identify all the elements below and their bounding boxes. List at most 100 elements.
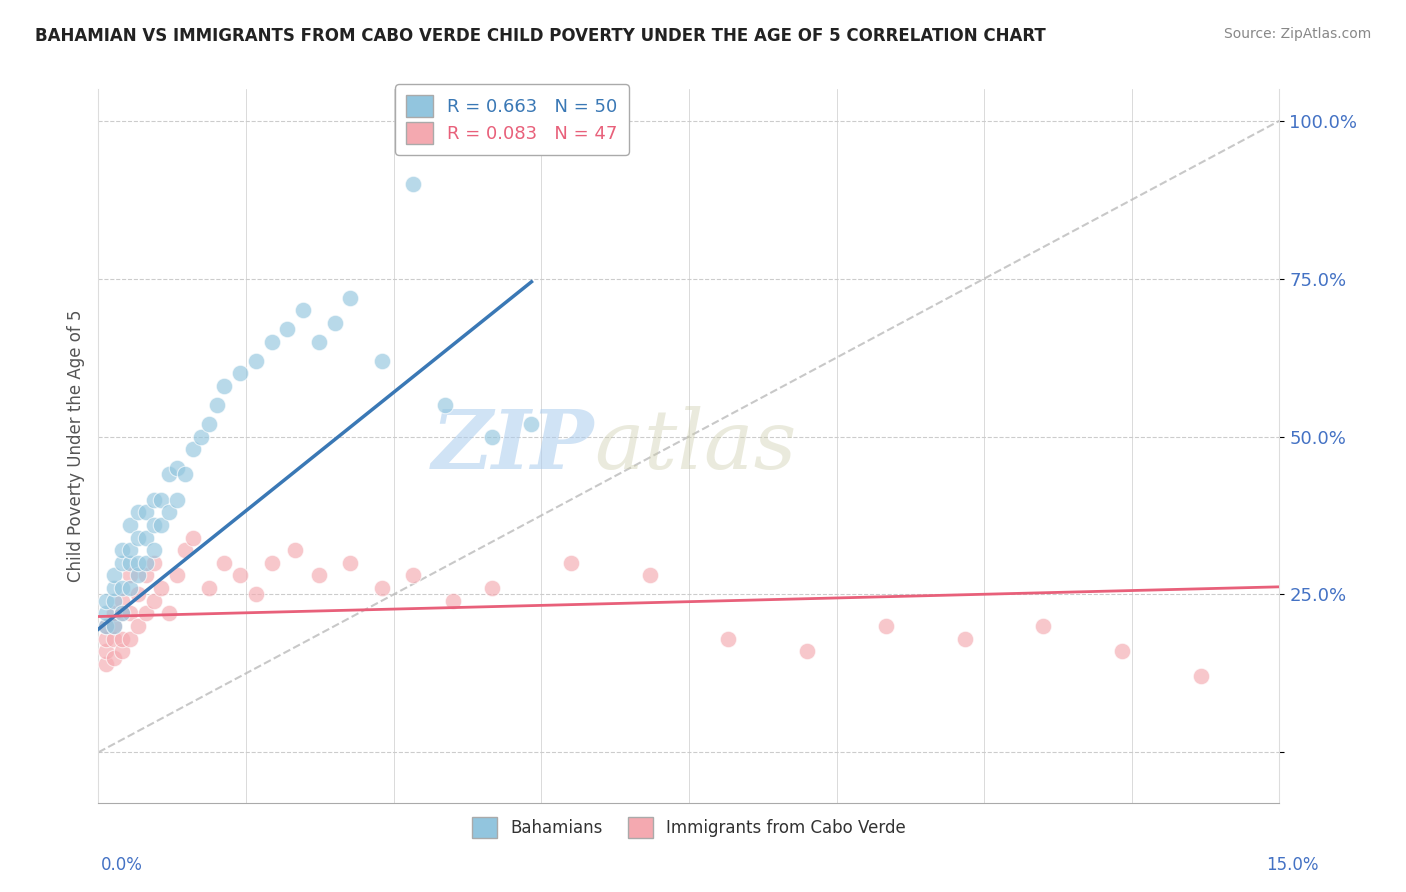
- Point: [166, 568, 188, 582]
- Point: [103, 619, 125, 633]
- Point: [111, 593, 134, 607]
- Text: 15.0%: 15.0%: [1267, 855, 1319, 873]
- Y-axis label: Child Poverty Under the Age of 5: Child Poverty Under the Age of 5: [66, 310, 84, 582]
- Point: [96, 593, 118, 607]
- Point: [520, 417, 543, 431]
- Point: [214, 379, 236, 393]
- Point: [142, 492, 165, 507]
- Point: [292, 303, 315, 318]
- Point: [135, 556, 157, 570]
- Text: 0.0%: 0.0%: [101, 855, 143, 873]
- Point: [339, 291, 361, 305]
- Legend: Bahamians, Immigrants from Cabo Verde: Bahamians, Immigrants from Cabo Verde: [465, 811, 912, 845]
- Point: [245, 353, 267, 368]
- Point: [127, 505, 149, 519]
- Point: [135, 568, 157, 582]
- Text: ZIP: ZIP: [432, 406, 595, 486]
- Point: [118, 543, 141, 558]
- Point: [118, 556, 141, 570]
- Point: [118, 581, 141, 595]
- Point: [96, 619, 118, 633]
- Point: [127, 587, 149, 601]
- Point: [371, 353, 394, 368]
- Point: [402, 177, 425, 191]
- Point: [127, 568, 149, 582]
- Point: [214, 556, 236, 570]
- Point: [142, 593, 165, 607]
- Point: [181, 531, 204, 545]
- Point: [402, 568, 425, 582]
- Point: [103, 593, 125, 607]
- Point: [118, 607, 141, 621]
- Point: [953, 632, 976, 646]
- Point: [96, 619, 118, 633]
- Point: [103, 568, 125, 582]
- Point: [166, 492, 188, 507]
- Point: [111, 644, 134, 658]
- Point: [638, 568, 661, 582]
- Point: [205, 398, 228, 412]
- Point: [796, 644, 818, 658]
- Point: [875, 619, 897, 633]
- Point: [103, 581, 125, 595]
- Point: [103, 632, 125, 646]
- Point: [127, 531, 149, 545]
- Point: [118, 517, 141, 532]
- Point: [103, 650, 125, 665]
- Point: [433, 398, 456, 412]
- Point: [96, 632, 118, 646]
- Point: [1111, 644, 1133, 658]
- Point: [181, 442, 204, 457]
- Point: [135, 505, 157, 519]
- Point: [174, 543, 197, 558]
- Point: [308, 334, 330, 349]
- Point: [118, 568, 141, 582]
- Point: [284, 543, 307, 558]
- Point: [96, 607, 118, 621]
- Point: [150, 581, 173, 595]
- Point: [111, 607, 134, 621]
- Point: [157, 467, 180, 482]
- Point: [260, 556, 283, 570]
- Text: atlas: atlas: [595, 406, 797, 486]
- Point: [142, 543, 165, 558]
- Point: [111, 607, 134, 621]
- Point: [157, 607, 180, 621]
- Point: [118, 632, 141, 646]
- Text: BAHAMIAN VS IMMIGRANTS FROM CABO VERDE CHILD POVERTY UNDER THE AGE OF 5 CORRELAT: BAHAMIAN VS IMMIGRANTS FROM CABO VERDE C…: [35, 27, 1046, 45]
- Point: [111, 581, 134, 595]
- Point: [717, 632, 740, 646]
- Point: [1032, 619, 1054, 633]
- Point: [197, 581, 219, 595]
- Point: [127, 619, 149, 633]
- Point: [150, 492, 173, 507]
- Point: [111, 632, 134, 646]
- Point: [190, 429, 212, 443]
- Point: [1189, 669, 1212, 683]
- Point: [166, 461, 188, 475]
- Point: [441, 593, 464, 607]
- Point: [245, 587, 267, 601]
- Point: [96, 657, 118, 671]
- Point: [135, 531, 157, 545]
- Point: [308, 568, 330, 582]
- Point: [323, 316, 346, 330]
- Point: [481, 581, 503, 595]
- Point: [276, 322, 298, 336]
- Point: [96, 644, 118, 658]
- Point: [560, 556, 582, 570]
- Point: [103, 619, 125, 633]
- Point: [339, 556, 361, 570]
- Point: [135, 607, 157, 621]
- Point: [371, 581, 394, 595]
- Point: [229, 568, 252, 582]
- Point: [111, 543, 134, 558]
- Point: [174, 467, 197, 482]
- Point: [157, 505, 180, 519]
- Point: [481, 429, 503, 443]
- Point: [111, 556, 134, 570]
- Point: [142, 556, 165, 570]
- Point: [150, 517, 173, 532]
- Point: [260, 334, 283, 349]
- Point: [127, 556, 149, 570]
